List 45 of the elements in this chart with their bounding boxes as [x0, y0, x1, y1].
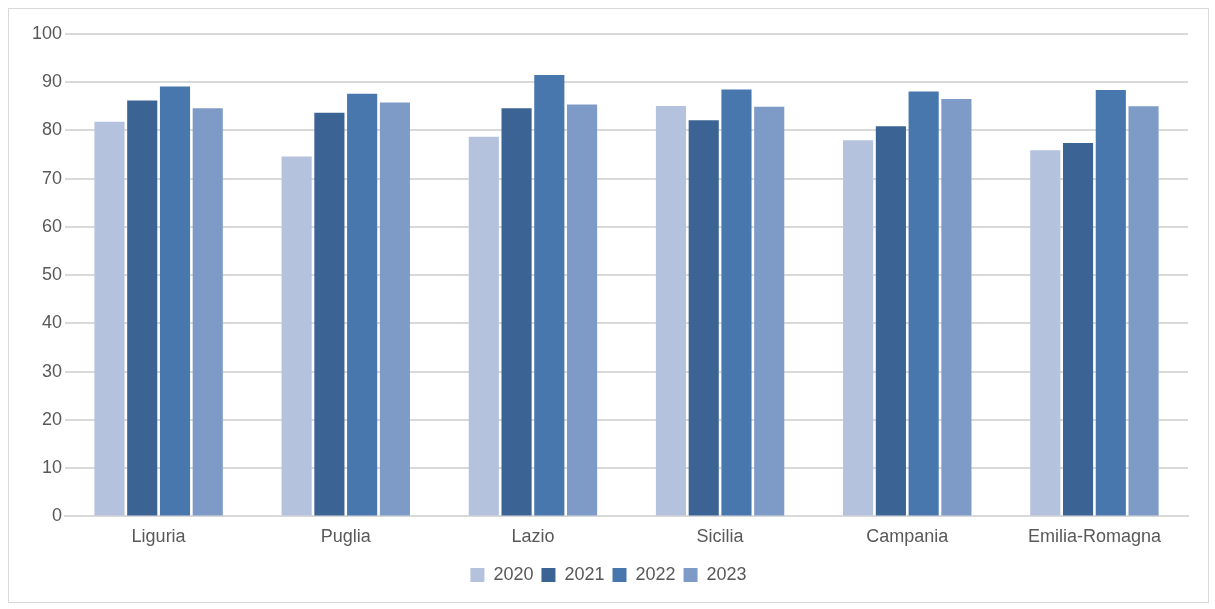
x-tick-label: Liguria: [131, 526, 187, 547]
y-tick-label: 40: [42, 312, 63, 333]
bar: [655, 105, 687, 516]
y-tick-label: 60: [42, 215, 63, 236]
legend-label: 2020: [493, 563, 534, 584]
bar: [281, 156, 312, 516]
bar: [1030, 150, 1061, 516]
x-tick-label: Lazio: [511, 526, 555, 547]
bar: [534, 75, 565, 516]
legend-label: 2021: [564, 563, 605, 584]
bar: [379, 102, 410, 516]
bar: [941, 99, 972, 516]
y-tick-label: 50: [42, 264, 63, 285]
bar: [192, 108, 223, 516]
x-tick-label: Puglia: [320, 526, 372, 547]
y-tick-label: 30: [42, 360, 63, 381]
bar: [347, 93, 378, 516]
bar: [94, 121, 125, 516]
x-tick-label: Sicilia: [696, 526, 745, 547]
bar: [159, 86, 191, 516]
bar: [468, 136, 499, 516]
bar: [843, 140, 874, 516]
bar: [908, 91, 939, 516]
bar: [501, 108, 532, 516]
y-tick-label: 80: [42, 119, 63, 140]
y-tick-label: 70: [42, 167, 63, 188]
legend-label: 2022: [635, 563, 676, 584]
y-tick-label: 0: [52, 505, 63, 526]
x-tick-label: Emilia-Romagna: [1027, 526, 1162, 547]
y-tick-label: 100: [31, 22, 63, 43]
legend-label: 2023: [706, 563, 747, 584]
bar: [127, 100, 158, 516]
bar: [314, 112, 345, 516]
bar: [1095, 89, 1126, 516]
bar: [721, 89, 752, 516]
bar: [754, 106, 785, 516]
y-tick-label: 10: [42, 457, 63, 478]
bar: [688, 120, 719, 516]
bar: [1062, 143, 1094, 516]
x-tick-label: Campania: [866, 526, 950, 547]
y-tick-label: 90: [42, 71, 63, 92]
bar: [875, 126, 906, 516]
bar: [567, 104, 598, 516]
y-tick-label: 20: [42, 408, 63, 429]
bar: [1128, 106, 1159, 516]
